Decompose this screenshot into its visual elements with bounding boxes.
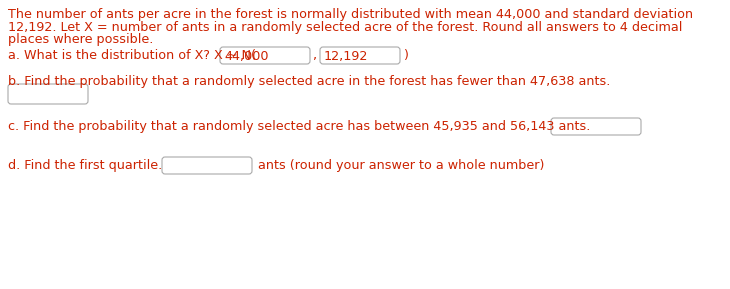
Text: 12,192. Let X = number of ants in a randomly selected acre of the forest. Round : 12,192. Let X = number of ants in a rand… (8, 21, 683, 34)
FancyBboxPatch shape (320, 47, 400, 64)
Text: The number of ants per acre in the forest is normally distributed with mean 44,0: The number of ants per acre in the fores… (8, 8, 693, 21)
FancyBboxPatch shape (551, 118, 641, 135)
Text: places where possible.: places where possible. (8, 33, 153, 46)
FancyBboxPatch shape (220, 47, 310, 64)
Text: 44,000: 44,000 (224, 50, 269, 63)
FancyBboxPatch shape (162, 157, 252, 174)
Text: b. Find the probability that a randomly selected acre in the forest has fewer th: b. Find the probability that a randomly … (8, 75, 610, 88)
Text: d. Find the first quartile.: d. Find the first quartile. (8, 159, 162, 172)
Text: ants (round your answer to a whole number): ants (round your answer to a whole numbe… (258, 159, 545, 172)
Text: ): ) (403, 49, 408, 62)
Text: 12,192: 12,192 (324, 50, 369, 63)
Text: a. What is the distribution of X? X ~ N(: a. What is the distribution of X? X ~ N( (8, 49, 256, 62)
FancyBboxPatch shape (8, 84, 88, 104)
Text: ,: , (312, 49, 316, 62)
Text: c. Find the probability that a randomly selected acre has between 45,935 and 56,: c. Find the probability that a randomly … (8, 120, 591, 133)
